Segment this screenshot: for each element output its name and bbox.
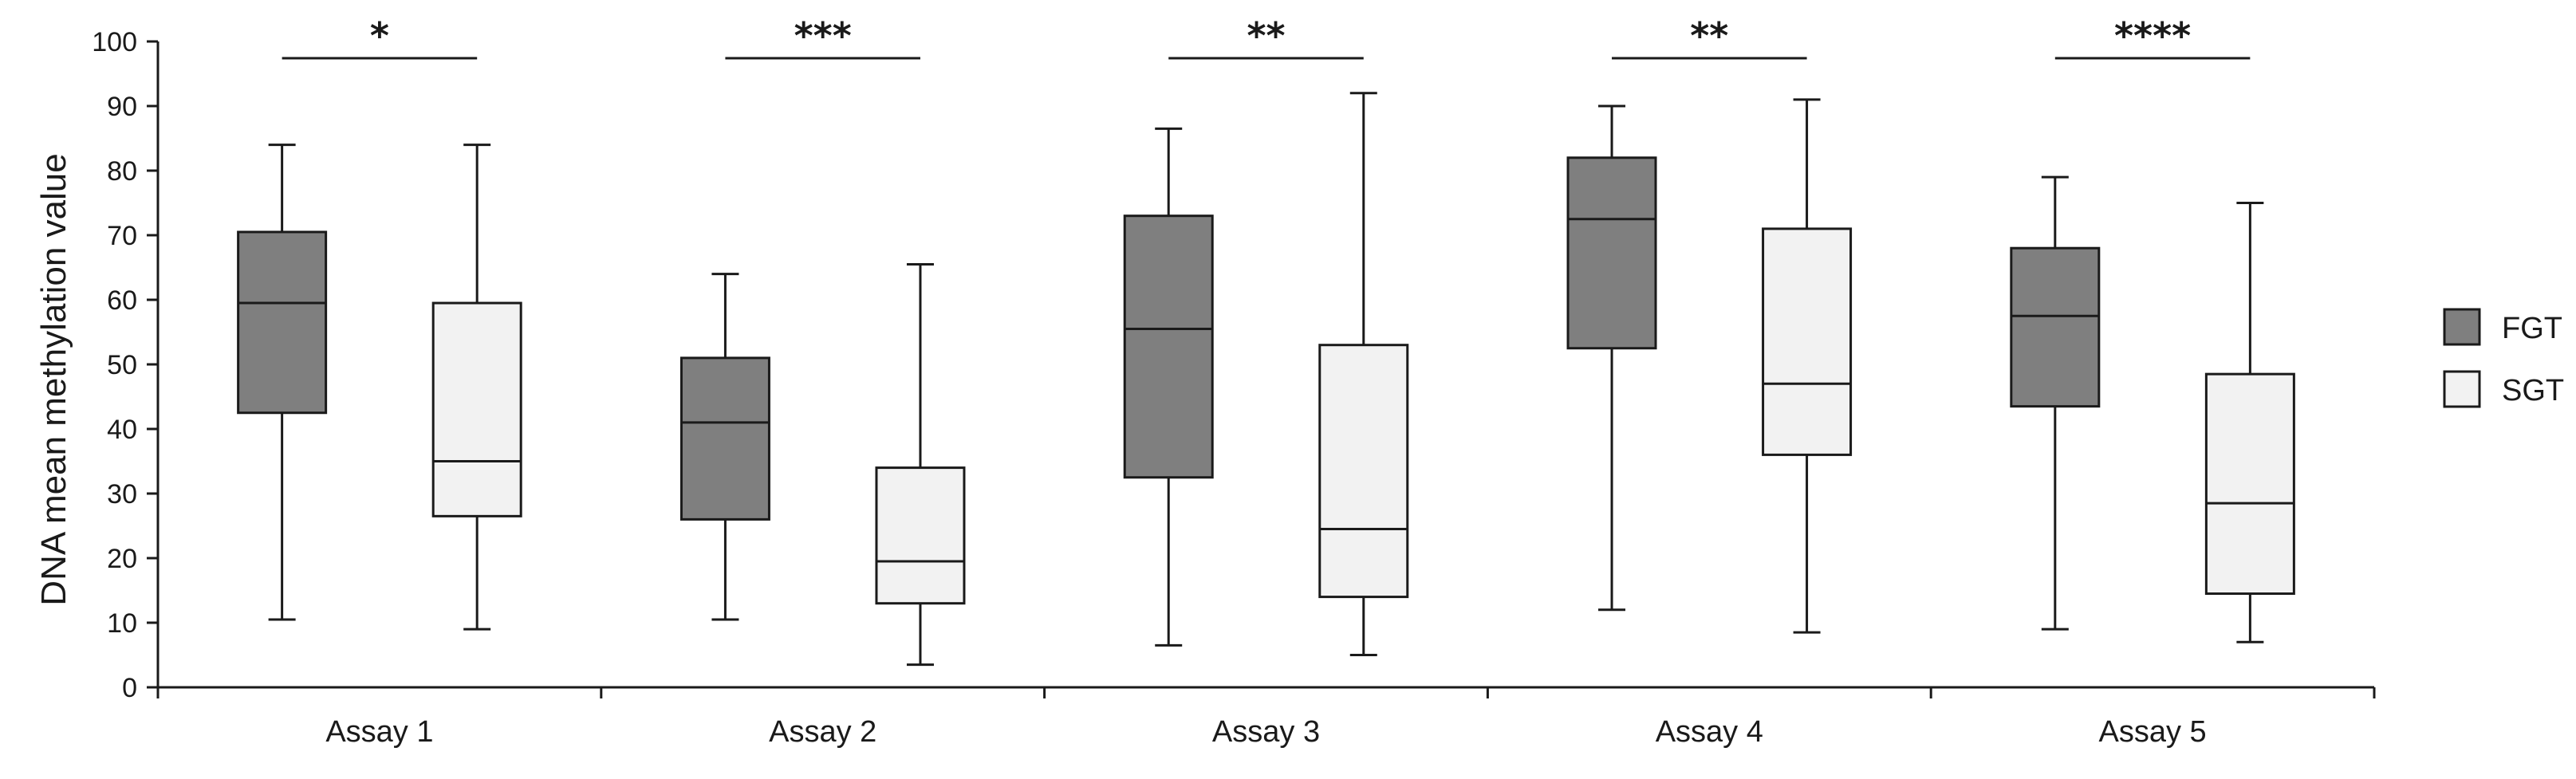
legend: FGT SGT [2443, 308, 2564, 408]
x-category-label: Assay 2 [769, 715, 876, 749]
legend-label: SGT [2502, 374, 2564, 407]
y-tick-label: 70 [107, 221, 137, 251]
series-sgt [431, 92, 2295, 667]
y-tick-label: 60 [107, 285, 137, 316]
box-fgt-5 [2010, 175, 2101, 631]
box-body [1123, 214, 1214, 479]
legend-swatch [2443, 370, 2481, 408]
legend-swatch [2443, 308, 2481, 346]
box-sgt-3 [1318, 92, 1409, 656]
significance-label: ** [1247, 14, 1285, 57]
y-tick-label: 40 [107, 415, 137, 445]
significance-label: ** [1690, 14, 1728, 57]
box-fgt-3 [1123, 127, 1214, 647]
y-tick-label: 0 [122, 673, 137, 703]
significance-label: * [370, 14, 389, 57]
x-category-label: Assay 4 [1656, 715, 1763, 749]
box-fgt-1 [237, 144, 328, 621]
y-tick-label: 80 [107, 156, 137, 187]
y-tick-label: 20 [107, 544, 137, 574]
y-axis-label-group: DNA mean methylation value [34, 153, 73, 605]
y-axis-label: DNA mean methylation value [34, 153, 73, 605]
box-body [875, 466, 966, 605]
y-tick-label: 100 [92, 27, 137, 57]
legend-item-fgt: FGT [2443, 308, 2562, 346]
y-tick-label: 50 [107, 350, 137, 380]
significance-label: **** [2114, 14, 2191, 57]
x-category-label: Assay 3 [1212, 715, 1320, 749]
significance-annotations: * *** ** ** **** [282, 14, 2251, 60]
box-body [2204, 372, 2295, 596]
box-body [237, 230, 328, 415]
significance-label: *** [794, 14, 852, 57]
box-fgt-2 [679, 273, 770, 621]
series-fgt [237, 104, 2101, 647]
box-body [1566, 156, 1657, 350]
x-category-label: Assay 5 [2099, 715, 2207, 749]
box-series [237, 92, 2295, 667]
box-fgt-4 [1566, 104, 1657, 612]
x-category-label: Assay 1 [325, 715, 433, 749]
legend-label: FGT [2502, 312, 2562, 345]
y-tick-label: 90 [107, 92, 137, 122]
y-tick-label: 30 [107, 479, 137, 509]
y-tick-label: 10 [107, 608, 137, 639]
box-sgt-1 [431, 144, 522, 631]
box-body [2010, 246, 2101, 408]
box-body [1318, 344, 1409, 599]
box-body [1762, 227, 1853, 456]
box-sgt-2 [875, 262, 966, 667]
box-sgt-4 [1762, 98, 1853, 634]
box-body [431, 301, 522, 517]
box-body [679, 356, 770, 521]
axes: 0 10 20 30 40 50 60 70 80 90 100 Assay 1 Assay 2 Assa… [92, 27, 2376, 749]
box-sgt-5 [2204, 202, 2295, 643]
legend-item-sgt: SGT [2443, 370, 2564, 408]
